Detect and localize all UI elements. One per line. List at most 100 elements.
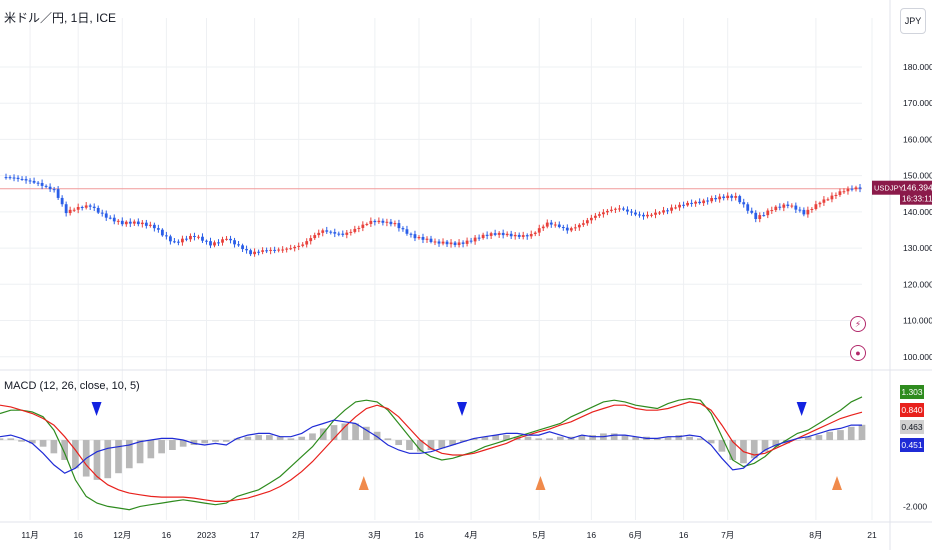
time-axis-label: 16 bbox=[587, 530, 597, 540]
time-axis-label: 8月 bbox=[809, 530, 822, 540]
histogram-bar bbox=[298, 436, 306, 441]
candle-body bbox=[802, 209, 806, 215]
histogram-bar bbox=[158, 440, 165, 454]
candle-body bbox=[642, 214, 645, 217]
histogram-bar bbox=[212, 440, 219, 442]
histogram-bar bbox=[481, 436, 489, 441]
histogram-bar bbox=[794, 440, 801, 441]
candle-body bbox=[36, 182, 40, 184]
macd-value-label-bg bbox=[900, 403, 924, 417]
price-tag-value-bg bbox=[900, 180, 932, 205]
candle-body bbox=[317, 232, 321, 236]
candle-body bbox=[32, 180, 36, 183]
histogram-bar bbox=[632, 436, 640, 441]
candle-body bbox=[533, 232, 537, 235]
price-axis-label: 100.000 bbox=[903, 352, 932, 362]
candle-body bbox=[8, 177, 12, 179]
candle-body bbox=[489, 233, 493, 236]
candle-body bbox=[818, 202, 822, 205]
histogram-bar bbox=[0, 438, 4, 441]
histogram-bar bbox=[492, 435, 499, 441]
candle-body bbox=[357, 227, 361, 229]
candle-body bbox=[790, 205, 794, 207]
candle-body bbox=[277, 249, 281, 251]
candle-body bbox=[610, 209, 613, 211]
buy-signal-marker bbox=[358, 476, 369, 490]
candle-body bbox=[341, 233, 345, 235]
candle-body bbox=[413, 234, 417, 239]
lightning-icon[interactable]: ⚡ bbox=[850, 316, 866, 332]
candle-body bbox=[806, 209, 810, 215]
candle-body bbox=[565, 227, 569, 231]
third-line bbox=[0, 419, 862, 474]
candle-body bbox=[120, 220, 124, 225]
histogram-bar bbox=[750, 440, 758, 459]
candle-body bbox=[457, 242, 461, 246]
price-axis-label: 120.000 bbox=[903, 279, 932, 289]
candle-body bbox=[850, 188, 854, 190]
candle-body bbox=[44, 185, 48, 187]
price-axis-label: 130.000 bbox=[903, 243, 932, 253]
candle-body bbox=[349, 231, 353, 233]
histogram-bar bbox=[104, 440, 112, 479]
currency-button[interactable]: JPY bbox=[900, 8, 926, 34]
time-axis-label: 16 bbox=[679, 530, 689, 540]
candle-body bbox=[469, 240, 473, 242]
histogram-bar bbox=[266, 435, 273, 441]
histogram-bar bbox=[28, 440, 36, 444]
histogram-bar bbox=[707, 440, 715, 444]
candle-body bbox=[606, 210, 609, 213]
candle-body bbox=[20, 178, 24, 180]
candle-body bbox=[834, 194, 838, 196]
candle-body bbox=[766, 210, 770, 216]
candle-body bbox=[313, 235, 317, 239]
candle-body bbox=[453, 242, 457, 246]
candle-body bbox=[181, 238, 184, 243]
indicator-title[interactable]: MACD (12, 26, close, 10, 5) bbox=[4, 380, 140, 392]
candle-body bbox=[261, 250, 265, 252]
candle-body bbox=[24, 179, 28, 181]
price-tag bbox=[872, 180, 932, 205]
candle-body bbox=[485, 234, 489, 236]
candle-body bbox=[449, 242, 453, 245]
histogram-bar bbox=[697, 438, 704, 441]
time-axis-label: 6月 bbox=[629, 530, 642, 540]
histogram-bar bbox=[244, 436, 252, 441]
candle-body bbox=[56, 189, 60, 198]
candle-body bbox=[569, 228, 573, 231]
price-axis-label: 160.000 bbox=[903, 134, 932, 144]
macd-value-label: 0.451 bbox=[901, 440, 923, 450]
candle-body bbox=[80, 207, 84, 209]
histogram-bar bbox=[610, 433, 618, 441]
candle-body bbox=[581, 223, 585, 225]
candle-body bbox=[409, 233, 413, 235]
histogram-bar bbox=[201, 440, 209, 444]
histogram-bar bbox=[287, 438, 295, 441]
candle-body bbox=[52, 189, 56, 191]
candle-body bbox=[666, 210, 669, 212]
candle-body bbox=[822, 199, 826, 203]
histogram-bar bbox=[438, 440, 446, 449]
candle-body bbox=[185, 238, 188, 240]
candle-body bbox=[814, 204, 818, 209]
candle-body bbox=[16, 177, 20, 179]
macd-value-label-bg bbox=[900, 385, 924, 399]
candle-body bbox=[846, 188, 850, 192]
histogram-bar bbox=[589, 435, 596, 441]
histogram-bar bbox=[341, 423, 349, 441]
candle-body bbox=[593, 215, 597, 218]
candle-body bbox=[585, 220, 589, 224]
time-axis-label: 16 bbox=[73, 530, 83, 540]
candle-body bbox=[541, 226, 545, 229]
time-axis-label: 2月 bbox=[292, 530, 305, 540]
candle-body bbox=[148, 224, 152, 226]
candle-body bbox=[329, 231, 333, 233]
symbol-title[interactable]: 米ドル／円, 1日, ICE bbox=[4, 11, 117, 25]
histogram-bar bbox=[255, 435, 262, 441]
record-icon[interactable]: ● bbox=[850, 345, 866, 361]
candle-body bbox=[84, 205, 88, 208]
candle-body bbox=[128, 221, 132, 224]
candle-body bbox=[493, 233, 497, 235]
candle-body bbox=[726, 195, 730, 199]
